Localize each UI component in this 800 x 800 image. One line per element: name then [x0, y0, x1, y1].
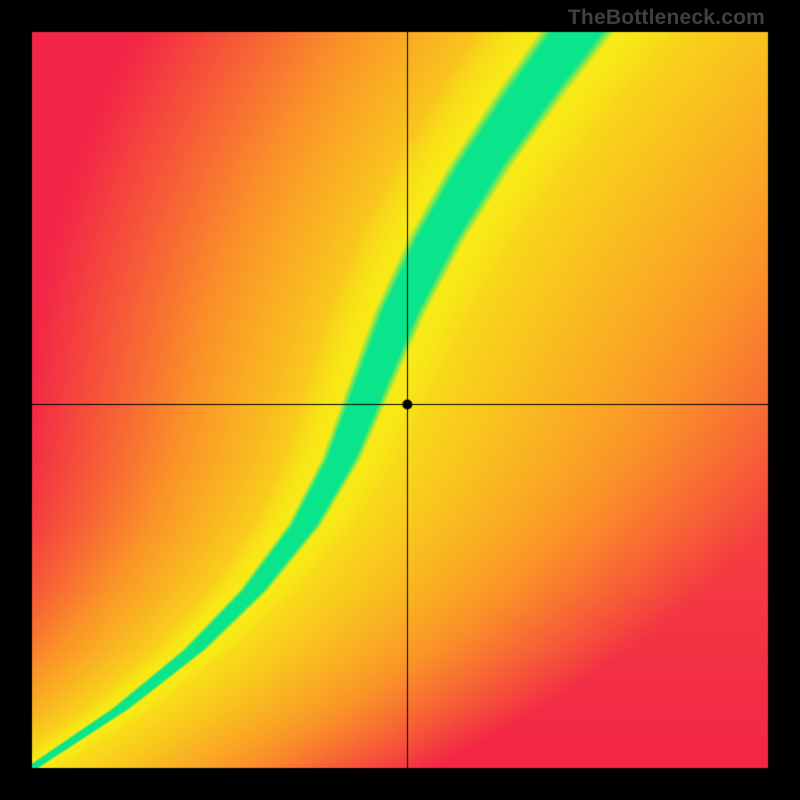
watermark-text: TheBottleneck.com	[568, 6, 765, 30]
chart-container: TheBottleneck.com	[0, 0, 800, 800]
heatmap-canvas	[0, 0, 800, 800]
